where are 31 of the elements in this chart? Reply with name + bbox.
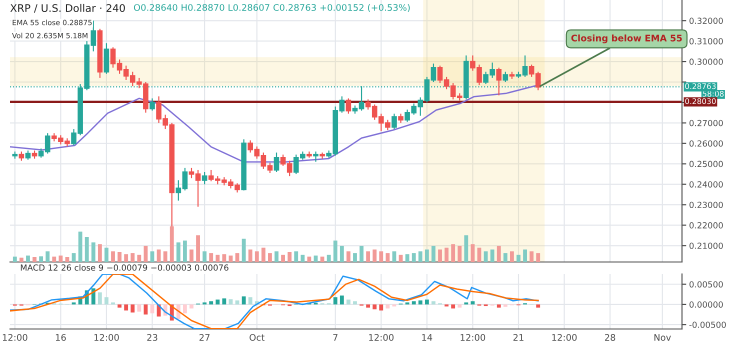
- x-tick-label: 7: [333, 334, 338, 341]
- y-tick-label: 0.31000: [689, 38, 723, 44]
- x-tick-label: Oct: [250, 334, 264, 341]
- y-tick-label: 0.21000: [689, 242, 723, 249]
- y-tick-label: 0.24000: [689, 181, 723, 188]
- x-tick-label: 21: [513, 334, 524, 341]
- x-tick-label: 27: [199, 334, 210, 341]
- y-tick-label: 0.00000: [689, 301, 723, 308]
- y-tick-label: -0.00500: [689, 322, 726, 328]
- chart-title: XRP / U.S. Dollar · 240: [10, 4, 125, 13]
- x-tick-label: 12:00: [369, 334, 394, 341]
- y-tick-label: 0.25000: [689, 160, 723, 168]
- x-tick-label: 23: [147, 334, 158, 341]
- x-tick-label: 14: [422, 334, 432, 341]
- y-tick-label: 0.22000: [689, 222, 723, 228]
- x-tick-label: 28: [604, 334, 616, 341]
- y-tick-label: 0.32000: [689, 18, 723, 24]
- x-tick-label: 12:00: [460, 334, 486, 341]
- x-tick-label: 12:00: [94, 334, 119, 341]
- x-tick-label: 12:00: [2, 334, 28, 341]
- y-tick-label: 0.26000: [689, 140, 723, 147]
- x-tick-label: 16: [56, 334, 66, 341]
- chart-subtitle: O0.28640 H0.28870 L0.28607 C0.28763 +0.00152 (+0.53%): [134, 4, 410, 12]
- chart-title: MACD 12 26 close 9 −0.00079 −0.00003 0.00076: [20, 264, 228, 271]
- y-tick-label: 0.00500: [689, 281, 723, 288]
- y-tick-label: 0.27000: [689, 120, 723, 126]
- x-tick-label: 12:00: [552, 334, 577, 341]
- annotation: Closing below EMA 55: [571, 34, 682, 44]
- y-tick-label: 0.23000: [689, 202, 723, 208]
- y-tick-label: 0.30000: [689, 58, 723, 65]
- x-tick-label: Nov: [654, 334, 671, 341]
